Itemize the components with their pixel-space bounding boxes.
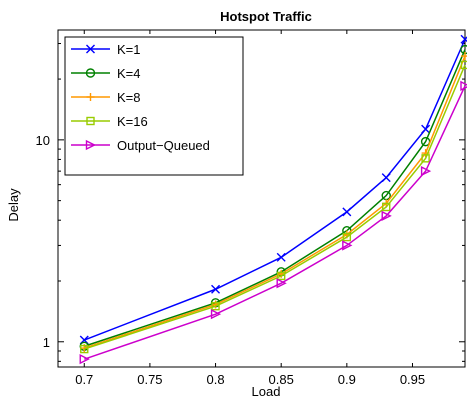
x-axis-ticks: 0.7 0.75 0.8 0.85 0.9 0.95 [75, 30, 425, 387]
data-point [342, 232, 352, 242]
legend-marker [86, 44, 95, 54]
x-tick-label: 0.85 [269, 372, 294, 387]
x-tick-label: 0.9 [338, 372, 356, 387]
data-point [460, 80, 467, 92]
data-point [460, 60, 467, 70]
data-point [276, 271, 286, 281]
legend-marker [85, 68, 96, 78]
series-line [84, 85, 466, 360]
x-tick-label: 0.8 [207, 372, 225, 387]
legend-label: K=8 [117, 90, 141, 105]
legend-marker [85, 139, 97, 151]
legend: K=1 K=4 K=8 K=16 Output−Queued [64, 36, 244, 176]
legend-label: K=1 [117, 42, 141, 57]
data-point [211, 302, 220, 311]
data-point [210, 309, 222, 320]
legend-box [64, 36, 244, 176]
legend-entry: K=4 [71, 66, 141, 81]
legend-entry: K=16 [71, 114, 148, 129]
y-tick-label: 10 [36, 133, 50, 148]
x-axis-label: Load [252, 384, 281, 399]
series-3 [80, 60, 467, 354]
data-point [421, 124, 431, 134]
series-4 [79, 80, 467, 365]
data-point [276, 252, 286, 262]
data-point [276, 278, 287, 289]
y-axis-ticks: 1 10 [36, 43, 465, 362]
legend-label: K=4 [117, 66, 141, 81]
data-point [382, 202, 391, 212]
y-axis-label: Delay [6, 188, 21, 222]
x-tick-label: 0.95 [400, 372, 425, 387]
y-tick-label: 1 [43, 335, 50, 350]
data-point [211, 284, 221, 294]
data-point [80, 344, 89, 354]
data-point [420, 166, 432, 177]
series-0 [79, 34, 467, 345]
data-point [381, 173, 391, 183]
legend-label: Output−Queued [117, 138, 210, 153]
chart-title: Hotspot Traffic [220, 9, 312, 24]
legend-marker [86, 116, 95, 126]
x-tick-label: 0.7 [75, 372, 93, 387]
legend-entry: Output−Queued [71, 138, 210, 153]
data-point [381, 210, 392, 222]
series-layer [79, 34, 467, 365]
data-point [342, 207, 352, 217]
series-line [84, 64, 466, 350]
data-point [421, 154, 430, 163]
legend-entry: K=1 [71, 42, 141, 57]
legend-marker [86, 93, 95, 101]
legend-entry: K=8 [71, 90, 141, 105]
legend-label: K=16 [117, 114, 148, 129]
data-point [79, 354, 90, 365]
x-tick-label: 0.75 [137, 372, 162, 387]
data-point [460, 34, 467, 44]
data-point [342, 240, 353, 251]
data-point [461, 52, 467, 61]
